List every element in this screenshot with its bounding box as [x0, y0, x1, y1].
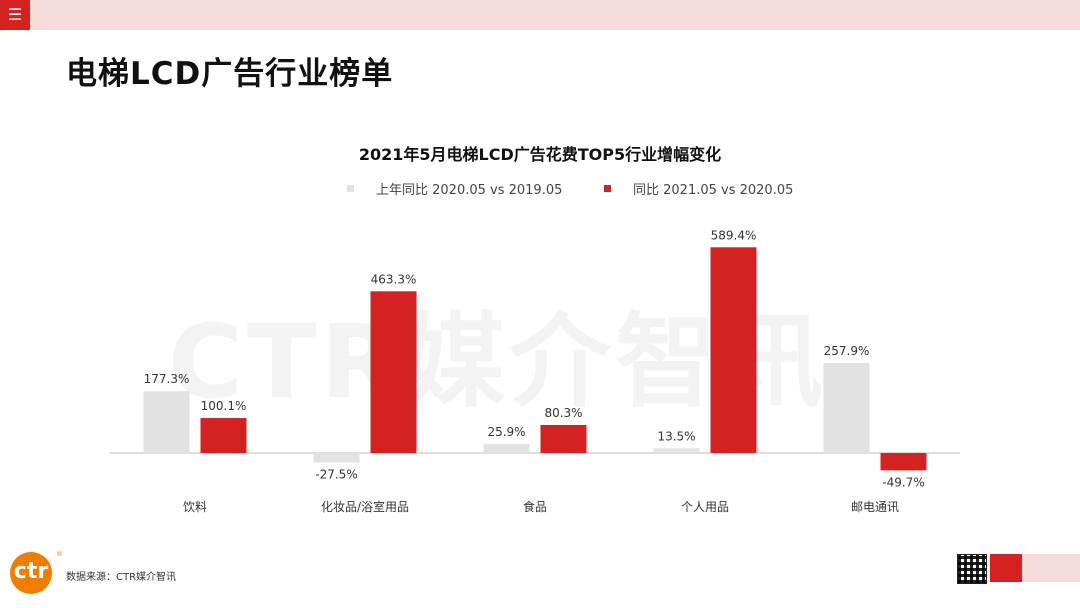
category-label-1: 饮料	[183, 500, 207, 514]
footer-pink-block	[1022, 554, 1080, 582]
legend-label-prior-year: 上年同比 2020.05 vs 2019.05	[376, 183, 563, 198]
page-title: 电梯LCD广告行业榜单	[66, 56, 394, 92]
footer-accent-block	[990, 554, 1022, 582]
data-label-series2-1: 100.1%	[201, 399, 247, 413]
category-label-5: 邮电通讯	[851, 500, 899, 514]
chart-legend: 上年同比 2020.05 vs 2019.05 同比 2021.05 vs 20…	[0, 179, 1080, 199]
legend-label-current-year: 同比 2021.05 vs 2020.05	[633, 183, 794, 198]
data-label-series2-4: 589.4%	[711, 228, 757, 242]
category-label-2: 化妆品/浴室用品	[321, 499, 409, 514]
qr-code-icon	[957, 554, 987, 584]
data-source: 数据来源：CTR媒介智讯	[66, 572, 177, 583]
category-label-4: 个人用品	[681, 500, 729, 514]
top-banner	[0, 0, 1080, 30]
bar-series1-5	[823, 362, 870, 453]
data-label-series1-3: 25.9%	[487, 425, 525, 439]
bar-series2-1	[200, 418, 247, 453]
chart-title: 2021年5月电梯LCD广告花费TOP5行业增幅变化	[358, 145, 722, 164]
hamburger-icon[interactable]: ☰	[0, 0, 30, 30]
bar-series2-4	[710, 247, 757, 453]
data-label-series2-3: 80.3%	[544, 406, 582, 420]
data-label-series1-2: -27.5%	[315, 468, 357, 482]
data-label-series2-2: 463.3%	[371, 272, 417, 286]
legend-swatch-current-year	[604, 185, 611, 192]
bar-series2-3	[540, 424, 587, 453]
legend-item-current-year: 同比 2021.05 vs 2020.05	[604, 179, 793, 198]
data-label-series1-1: 177.3%	[144, 372, 190, 386]
registered-mark: ®	[56, 550, 63, 558]
bar-series1-2	[313, 453, 360, 463]
bar-series2-5	[880, 453, 927, 471]
data-label-series1-5: 257.9%	[824, 344, 870, 358]
bar-series1-1	[143, 391, 190, 453]
ctr-logo: ctr	[10, 552, 52, 594]
bar-series1-4	[653, 448, 700, 453]
bar-series2-2	[370, 291, 417, 453]
bar-series1-3	[483, 443, 530, 453]
legend-item-prior-year: 上年同比 2020.05 vs 2019.05	[347, 179, 562, 198]
data-label-series2-5: -49.7%	[882, 475, 924, 489]
legend-swatch-prior-year	[347, 185, 354, 192]
data-label-series1-4: 13.5%	[657, 429, 695, 443]
category-label-3: 食品	[523, 499, 547, 514]
